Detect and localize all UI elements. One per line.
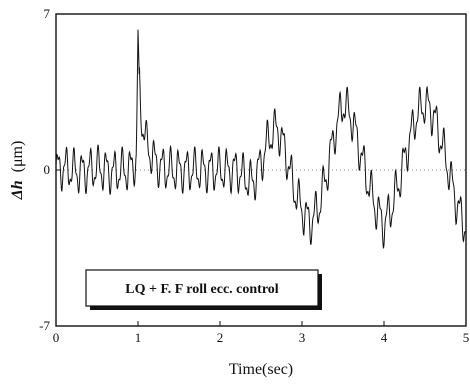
y-axis-ticks: -7 0 7 bbox=[39, 6, 61, 333]
y-tick-label: 0 bbox=[44, 162, 51, 177]
legend-entry: LQ + F. F roll ecc. control bbox=[125, 282, 279, 297]
x-tick-label: 0 bbox=[53, 330, 60, 345]
legend-box bbox=[85, 269, 319, 307]
legend: LQ + F. F roll ecc. control bbox=[85, 269, 322, 310]
x-axis-ticks: 0 1 2 3 4 5 bbox=[53, 321, 470, 345]
y-axis-label-unit: (μm) bbox=[9, 141, 26, 173]
y-tick-label: -7 bbox=[39, 318, 50, 333]
x-tick-label: 5 bbox=[463, 330, 470, 345]
x-tick-label: 3 bbox=[299, 330, 306, 345]
x-tick-label: 2 bbox=[217, 330, 224, 345]
series-line bbox=[55, 29, 467, 249]
x-tick-label: 4 bbox=[381, 330, 388, 345]
y-axis-label: Δh (μm) bbox=[9, 141, 26, 201]
x-tick-label: 1 bbox=[135, 330, 142, 345]
x-axis-label: Time(sec) bbox=[229, 361, 293, 378]
y-tick-label: 7 bbox=[44, 6, 51, 21]
y-axis-label-symbol: Δh bbox=[9, 180, 26, 200]
